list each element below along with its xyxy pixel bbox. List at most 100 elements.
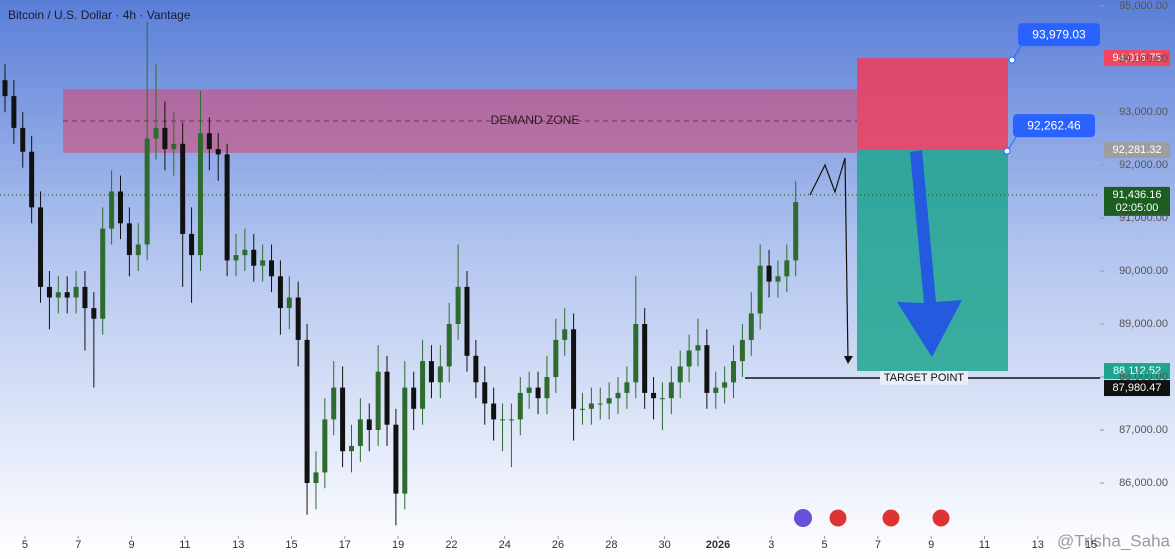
y-tick-label: 91,000.00 <box>1119 212 1168 224</box>
event-icon[interactable] <box>828 508 848 528</box>
x-tick-label: 9 <box>129 539 135 551</box>
stop-price-label-bg <box>1104 50 1170 67</box>
candle-body <box>784 260 790 277</box>
x-tick-label: 5 <box>22 539 28 551</box>
x-tick-label: 24 <box>499 539 511 551</box>
countdown-label: 02:05:00 <box>1116 202 1159 214</box>
x-tick-label: 7 <box>875 539 881 551</box>
y-tick-label: 86,000.00 <box>1119 477 1168 489</box>
candle-body <box>624 382 630 393</box>
candle-body <box>340 387 346 452</box>
candle-body <box>633 324 639 383</box>
candle-body <box>109 191 115 229</box>
x-tick-label: 13 <box>232 539 244 551</box>
candle-body <box>260 260 266 266</box>
drawn-path <box>809 157 849 361</box>
candle-body <box>46 286 52 298</box>
candle-body <box>313 472 319 483</box>
arrow-head <box>844 356 853 364</box>
candle-body <box>251 249 257 266</box>
entry-price-label-bg <box>1104 142 1170 159</box>
candle-body <box>428 361 434 383</box>
y-tick-label: 90,000.00 <box>1119 265 1168 277</box>
candle-body <box>277 276 283 309</box>
candle-body <box>517 392 523 420</box>
candle-body <box>402 387 408 494</box>
x-tick-label: 3 <box>768 539 774 551</box>
stop-price-label: 94,016.75 <box>1113 52 1162 64</box>
candle-body <box>126 223 132 256</box>
candle-body <box>20 127 26 152</box>
candle-body <box>29 151 35 208</box>
candle-body <box>455 286 461 324</box>
candle-body <box>686 350 692 367</box>
callout-box <box>1018 23 1100 47</box>
candle-body <box>526 387 532 393</box>
candle-body <box>491 403 497 420</box>
last-price-bg <box>1104 186 1170 216</box>
target-label-bg <box>880 371 968 386</box>
callout-point <box>1003 147 1011 155</box>
target-price-label-bg <box>1104 363 1170 380</box>
candle-body <box>304 339 310 483</box>
x-tick-label: 28 <box>605 539 617 551</box>
y-tick-label: 89,000.00 <box>1119 318 1168 330</box>
candle-body <box>757 265 763 314</box>
x-tick-label: 9 <box>928 539 934 551</box>
event-icon[interactable] <box>794 509 812 527</box>
candle-body <box>731 361 737 383</box>
candle-body <box>544 377 550 399</box>
candle-body <box>562 329 568 340</box>
candle-body <box>11 96 17 128</box>
target-price-label: 88,112.52 <box>1113 365 1161 377</box>
candle-body <box>411 387 417 409</box>
candle-body <box>651 392 657 399</box>
candle-body <box>500 419 506 421</box>
candle-body <box>748 313 754 340</box>
candle-body <box>197 133 203 256</box>
x-tick-label: 5 <box>822 539 828 551</box>
x-tick-label: 11 <box>979 539 990 551</box>
candle-body <box>64 292 70 298</box>
candle-body <box>446 324 452 367</box>
event-icon[interactable] <box>931 508 951 528</box>
candle-body <box>171 143 177 150</box>
x-tick-label: 2026 <box>706 539 730 551</box>
candle-body <box>357 419 363 446</box>
x-tick-label: 26 <box>552 539 564 551</box>
candle-body <box>55 292 61 298</box>
x-tick-label: 11 <box>179 539 190 551</box>
blue-arrow <box>897 150 962 357</box>
candle-body <box>269 260 275 277</box>
event-icon[interactable] <box>881 508 901 528</box>
last-price-label: 91,436.16 <box>1113 189 1162 201</box>
y-tick-label: 95,000.00 <box>1119 0 1168 12</box>
y-tick-label: 92,000.00 <box>1119 159 1168 171</box>
callout-box <box>1013 114 1095 138</box>
stop-zone <box>857 58 1008 151</box>
y-tick-label: 87,000.00 <box>1119 424 1168 436</box>
candle-body <box>224 154 230 261</box>
callout-label: 93,979.03 <box>1032 27 1086 41</box>
candle-body <box>366 419 372 430</box>
candle-body <box>793 202 799 261</box>
zones: DEMAND ZONE <box>0 58 1100 372</box>
x-tick-label: 13 <box>1032 539 1044 551</box>
candle-body <box>437 366 443 383</box>
candle-body <box>659 398 665 400</box>
x-tick-label: 7 <box>75 539 81 551</box>
candle-body <box>579 408 585 410</box>
candle-body <box>286 297 292 309</box>
candle-body <box>766 265 772 282</box>
candle-body <box>393 424 399 494</box>
candle-body <box>704 345 710 393</box>
candle-body <box>713 387 719 393</box>
callout-point <box>1008 56 1016 64</box>
target-line-price-label: 87,980.47 <box>1113 382 1162 394</box>
candle-body <box>553 339 559 377</box>
candle-body <box>482 382 488 404</box>
candle-body <box>508 419 514 421</box>
candle-body <box>606 398 612 404</box>
candle-body <box>233 255 239 261</box>
